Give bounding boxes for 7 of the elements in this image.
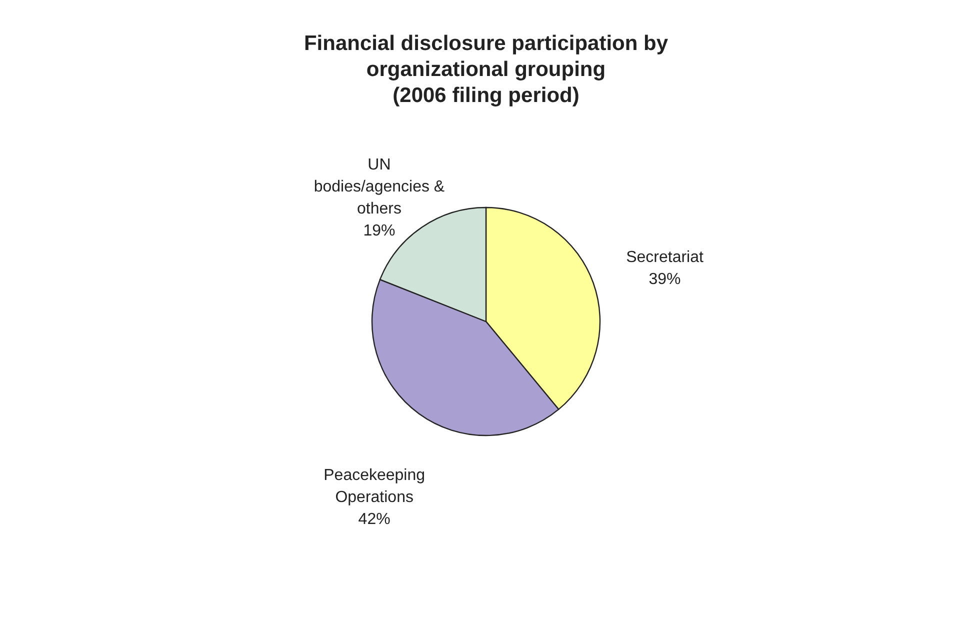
data-label: 39% [648,271,681,288]
data-label: 19% [363,222,396,240]
slice-label: Secretariat [626,249,704,266]
chart-title: Financial disclosure participation by organizational grouping (2006 filing period) [304,32,668,107]
data-label: 42% [358,511,390,528]
slice-label: UN bodies/agencies & others [314,156,445,218]
slice-label: Peacekeeping Operations [324,467,426,506]
